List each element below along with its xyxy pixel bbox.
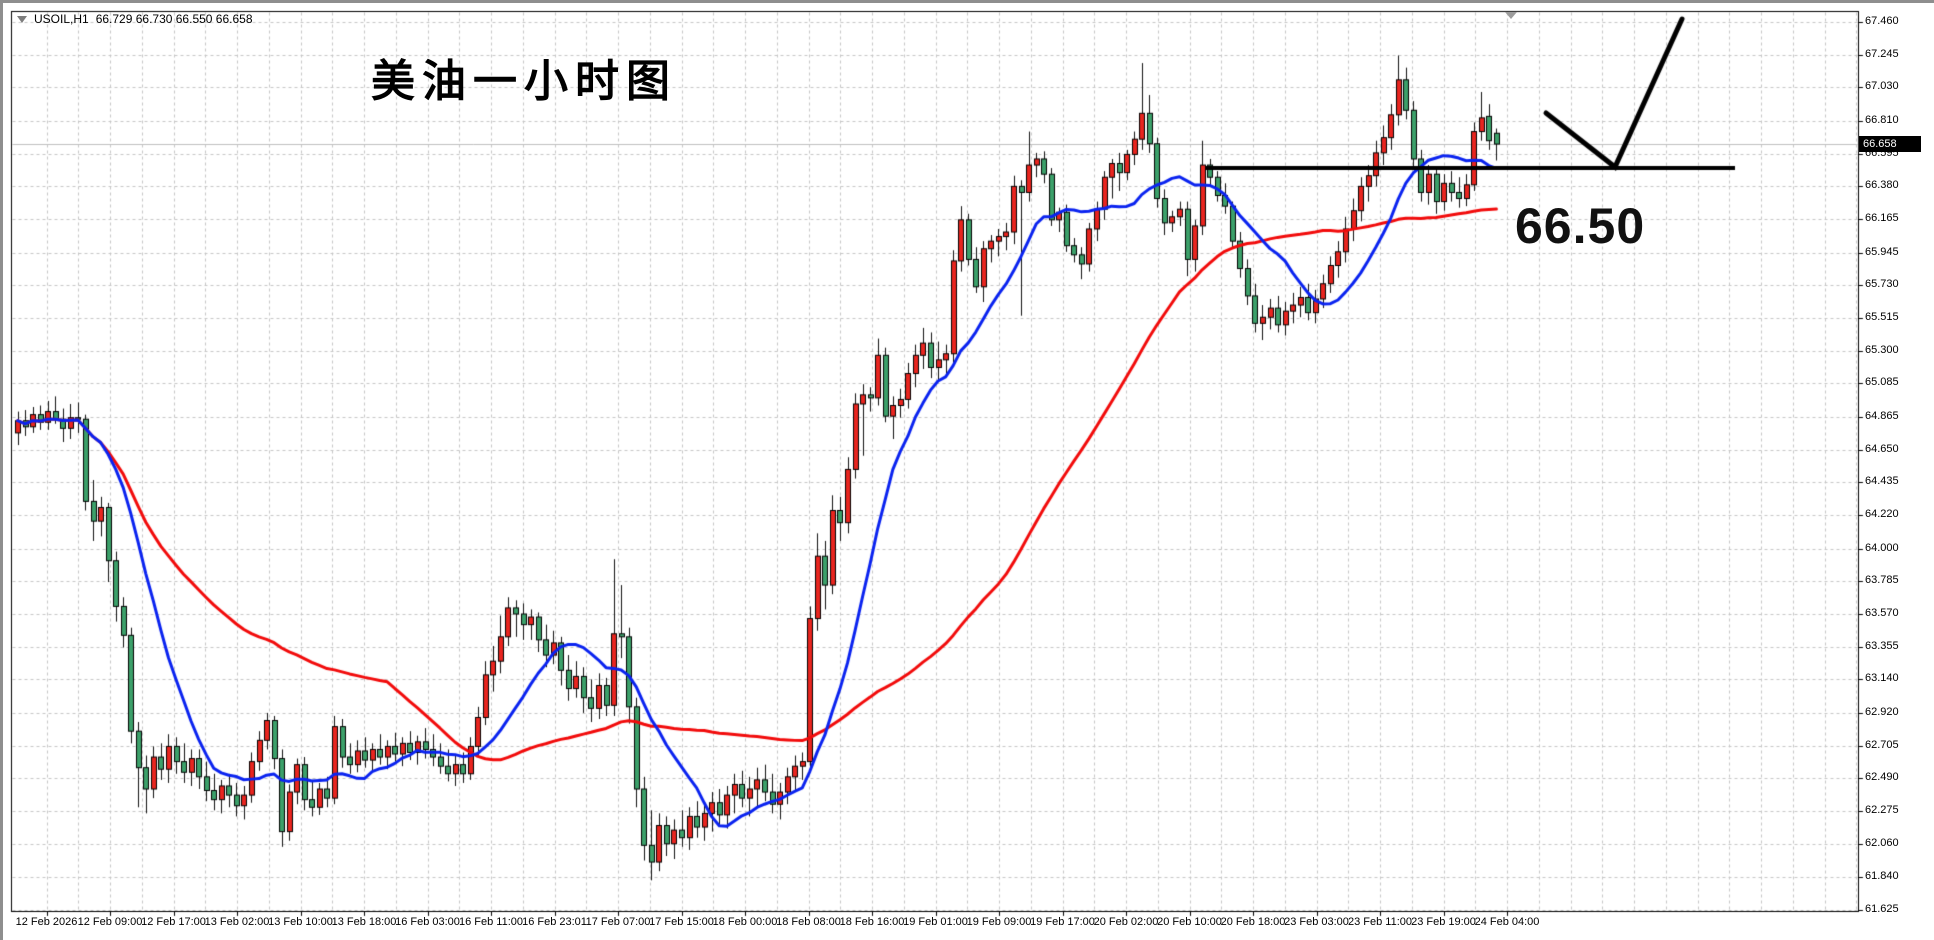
price-tick-label: 66.380 <box>1865 179 1899 192</box>
time-tick-label: 13 Feb 02:00 <box>204 916 270 928</box>
time-tick-label: 12 Feb 09:00 <box>77 916 143 928</box>
price-tick-label: 62.705 <box>1865 738 1899 751</box>
price-tick-label: 64.865 <box>1865 409 1899 422</box>
price-tick-label: 67.460 <box>1865 15 1899 27</box>
time-tick-label: 17 Feb 15:00 <box>649 916 714 928</box>
price-tick-label: 62.920 <box>1865 705 1899 718</box>
time-tick-label: 19 Feb 01:00 <box>903 916 968 928</box>
price-tick-label: 66.165 <box>1865 212 1899 225</box>
price-tick-label: 66.595 <box>1865 146 1899 159</box>
price-tick-label: 64.650 <box>1865 442 1899 455</box>
time-tick-label: 13 Feb 10:00 <box>268 916 333 928</box>
price-tick-label: 65.085 <box>1865 376 1899 389</box>
level-annotation-label: 66.50 <box>1515 198 1646 254</box>
time-axis[interactable]: 12 Feb 2026 12 Feb 09:00 12 Feb 17:00 13 Fe… <box>3 914 1863 940</box>
current-price-badge: 66.658 <box>1859 136 1921 152</box>
ticker-ohlc: 66.729 66.730 66.550 66.658 <box>95 12 253 26</box>
price-tick-label: 64.220 <box>1865 508 1899 521</box>
price-tick-label: 63.570 <box>1865 607 1899 619</box>
time-tick-label: 20 Feb 18:00 <box>1220 916 1286 928</box>
time-tick-label: 13 Feb 18:00 <box>331 916 397 928</box>
price-tick-label: 65.730 <box>1865 278 1899 291</box>
price-tick-label: 61.840 <box>1865 870 1899 883</box>
price-tick-label: 65.945 <box>1865 245 1899 258</box>
price-tick-label: 65.300 <box>1865 343 1899 356</box>
time-tick-label: 23 Feb 11:00 <box>1347 916 1412 928</box>
price-tick-label: 67.245 <box>1865 47 1899 60</box>
time-tick-label: 18 Feb 08:00 <box>776 916 841 928</box>
price-tick-label: 63.140 <box>1865 672 1899 685</box>
time-tick-label: 16 Feb 03:00 <box>395 916 460 928</box>
time-tick-label: 20 Feb 10:00 <box>1157 916 1222 928</box>
shift-marker-icon <box>1505 12 1517 19</box>
price-tick-label: 67.030 <box>1865 80 1899 93</box>
time-tick-label: 12 Feb 17:00 <box>141 916 206 928</box>
price-tick-label: 64.000 <box>1865 541 1899 554</box>
symbol-ticker: USOIL,H1 66.729 66.730 66.550 66.658 <box>17 12 253 26</box>
price-axis[interactable]: 67.460 67.245 67.030 66.810 66.595 66.380 66.1… <box>1862 3 1934 940</box>
price-tick-label: 65.515 <box>1865 311 1899 323</box>
time-tick-label: 16 Feb 23:01 <box>522 916 587 928</box>
price-tick-label: 62.275 <box>1865 804 1899 817</box>
time-tick-label: 24 Feb 04:00 <box>1474 916 1540 928</box>
price-tick-label: 63.785 <box>1865 574 1899 587</box>
time-tick-label: 23 Feb 19:00 <box>1411 916 1476 928</box>
time-tick-label: 16 Feb 11:00 <box>458 916 523 928</box>
time-tick-label: 18 Feb 00:00 <box>712 916 778 928</box>
ticker-symbol: USOIL,H1 <box>34 12 89 26</box>
price-tick-label: 61.625 <box>1865 903 1899 915</box>
chart-title: 美油一小时图 <box>371 57 677 106</box>
time-tick-label: 17 Feb 07:00 <box>585 916 651 928</box>
collapse-triangle-icon[interactable] <box>17 15 27 23</box>
price-tick-label: 66.810 <box>1865 113 1899 126</box>
price-tick-label: 62.490 <box>1865 771 1899 784</box>
price-tick-label: 63.355 <box>1865 639 1899 652</box>
time-tick-label: 18 Feb 16:00 <box>839 916 905 928</box>
price-chart-canvas[interactable] <box>3 3 1934 940</box>
time-tick-label: 19 Feb 17:00 <box>1030 916 1095 928</box>
time-tick-label: 12 Feb 2026 <box>15 916 78 928</box>
time-tick-label: 23 Feb 03:00 <box>1284 916 1349 928</box>
price-tick-label: 62.060 <box>1865 836 1899 849</box>
time-tick-label: 20 Feb 02:00 <box>1093 916 1159 928</box>
price-tick-label: 64.435 <box>1865 475 1899 488</box>
time-tick-label: 19 Feb 09:00 <box>966 916 1032 928</box>
